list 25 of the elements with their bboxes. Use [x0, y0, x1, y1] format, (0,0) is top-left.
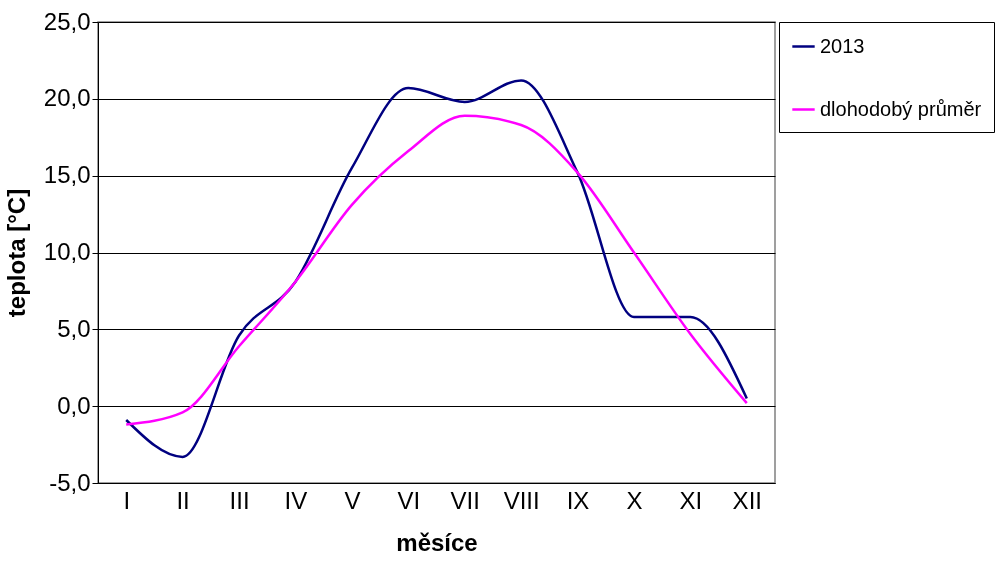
x-tick-label: XI — [679, 486, 703, 514]
y-tick-label: 15,0 — [43, 161, 91, 189]
y-axis-title: teplota [°C] — [2, 188, 30, 318]
x-tick-label: II — [176, 486, 190, 514]
y-tick-label: 10,0 — [43, 238, 91, 265]
x-tick-label: III — [229, 486, 250, 514]
x-tick-label: X — [626, 486, 643, 514]
x-tick-label: VII — [450, 486, 480, 514]
line-series — [124, 79, 749, 459]
line-series — [124, 114, 749, 426]
x-axis-title: měsíce — [396, 528, 478, 556]
y-tick-label: -5,0 — [49, 468, 91, 496]
x-tick-label: VIII — [503, 486, 540, 514]
y-tick-label: 20,0 — [43, 84, 91, 112]
y-tick-label: 0,0 — [57, 391, 91, 419]
x-tick-label: VI — [397, 486, 421, 514]
x-tick-label: IX — [566, 486, 590, 514]
y-tick-label: 25,0 — [43, 7, 91, 35]
x-tick-label: I — [123, 486, 131, 514]
x-tick-label: XII — [732, 486, 762, 514]
y-tick-label: 5,0 — [57, 314, 91, 342]
legend-label: dlohodobý průměr — [820, 97, 982, 120]
x-tick-label: IV — [284, 486, 308, 514]
x-tick-label: V — [344, 486, 361, 514]
legend-label: 2013 — [820, 34, 865, 57]
